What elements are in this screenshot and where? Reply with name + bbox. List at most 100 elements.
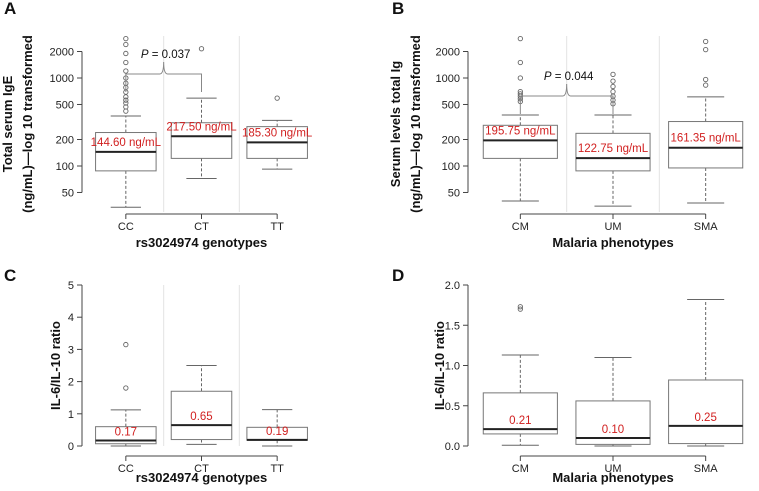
p-value-label: P = 0.044	[544, 71, 594, 83]
outlier-point	[610, 71, 616, 77]
x-axis-label: rs3024974 genotypes	[136, 235, 268, 250]
outlier-point	[517, 59, 523, 66]
median-label: 0.10	[602, 424, 624, 436]
outlier-point	[123, 341, 129, 348]
y-tick-label: 500	[56, 99, 74, 111]
box-cm: 195.75 ng/mL	[482, 35, 558, 202]
outlier-point	[703, 76, 709, 83]
outlier-point	[517, 306, 523, 312]
y-tick-label: 2000	[50, 46, 74, 58]
median-label: 217.50 ng/mL	[166, 121, 237, 133]
outlier-point	[123, 104, 129, 110]
p-symbol: P	[141, 49, 149, 61]
median-label: 0.65	[190, 411, 212, 423]
median-label: 0.25	[694, 412, 716, 424]
x-tick-label: SMA	[694, 463, 719, 475]
median-label: 144.60 ng/mL	[91, 137, 162, 149]
y-axis-label: IL-6/IL-10 ratio	[48, 321, 63, 410]
box-um: 0.10	[575, 356, 651, 447]
outlier-point	[517, 88, 523, 95]
box-rect	[575, 132, 651, 172]
x-tick-label: SMA	[694, 221, 719, 233]
y-tick-label: 1.0	[445, 361, 460, 373]
outlier-point	[123, 35, 129, 42]
box-rect	[95, 426, 157, 445]
box-um: 122.75 ng/mL	[575, 71, 651, 207]
box-tt: 0.19	[246, 409, 308, 447]
median-label: 161.35 ng/mL	[670, 133, 741, 145]
box-sma: 161.35 ng/mL	[668, 38, 744, 204]
outlier-point	[703, 38, 709, 45]
median-label: 0.19	[266, 426, 288, 438]
y-tick-label: 500	[442, 99, 460, 111]
y-tick-label: 4	[68, 312, 74, 324]
median-label: 122.75 ng/mL	[578, 143, 649, 155]
x-tick-label: CT	[194, 221, 209, 233]
box-cm: 0.21	[482, 304, 558, 446]
box-rect	[170, 122, 233, 159]
p-value: = 0.037	[149, 49, 191, 61]
box-sma: 0.25	[668, 298, 744, 447]
box-rect	[482, 124, 558, 159]
bracket-line	[125, 61, 202, 92]
panel-letter: A	[4, 0, 16, 18]
x-tick-label: TT	[270, 221, 284, 233]
y-tick-label: 1.5	[445, 320, 460, 332]
significance-bracket: P = 0.037	[125, 49, 202, 92]
outlier-point	[123, 50, 129, 57]
y-axis-label: IL-6/IL-10 ratio	[432, 321, 447, 410]
p-value-label: P = 0.037	[141, 49, 191, 61]
y-tick-label: 0	[68, 441, 74, 453]
panel-letter: C	[4, 266, 16, 285]
outlier-point	[517, 35, 523, 42]
outlier-point	[610, 88, 616, 95]
outlier-point	[517, 75, 523, 81]
box-cc: 0.17	[95, 341, 157, 447]
y-tick-label: 1000	[436, 73, 460, 85]
y-tick-label: 1	[68, 409, 74, 421]
y-tick-label: 100	[442, 161, 460, 173]
significance-bracket: P = 0.044	[519, 71, 614, 114]
x-tick-label: CM	[512, 221, 529, 233]
y-axis-label: Serum levels total Ig	[388, 61, 403, 187]
y-tick-label: 50	[62, 187, 74, 199]
median-label: 0.17	[115, 427, 137, 439]
outlier-point	[123, 108, 129, 114]
y-tick-label: 1000	[50, 73, 74, 85]
outlier-point	[123, 59, 129, 66]
y-tick-label: 0.0	[445, 441, 460, 453]
median-label: 0.21	[509, 415, 531, 427]
y-tick-label: 0.5	[445, 401, 460, 413]
box-cc: 144.60 ng/mL	[91, 35, 162, 208]
x-axis-label: Malaria phenotypes	[552, 470, 673, 485]
y-tick-label: 2	[68, 377, 74, 389]
outlier-point	[123, 100, 129, 106]
y-tick-label: 5	[68, 280, 74, 292]
outlier-point	[703, 46, 709, 53]
outlier-point	[610, 83, 616, 90]
x-tick-label: CM	[512, 463, 529, 475]
y-tick-label: 2.0	[445, 280, 460, 292]
box-rect	[482, 392, 558, 435]
y-tick-label: 200	[442, 134, 460, 146]
y-axis-label: (ng/mL)—log 10 transformed	[408, 35, 423, 213]
x-tick-label: CC	[118, 463, 134, 475]
outlier-point	[123, 41, 129, 48]
box-ct: 217.50 ng/mL	[166, 46, 237, 180]
box-ct: 0.65	[170, 365, 233, 445]
outlier-point	[198, 46, 205, 52]
x-tick-label: TT	[270, 463, 284, 475]
x-axis-label: Malaria phenotypes	[552, 235, 673, 250]
x-axis-label: rs3024974 genotypes	[136, 470, 268, 485]
box-rect	[668, 379, 744, 445]
x-tick-label: UM	[604, 463, 621, 475]
x-tick-label: CT	[194, 463, 209, 475]
panel-letter: D	[392, 266, 404, 285]
outlier-point	[703, 82, 709, 88]
y-axis-label: Total serum IgE	[0, 75, 15, 172]
panel-letter: B	[392, 0, 404, 18]
y-axis-label: (ng/mL)—log 10 transformed	[20, 35, 35, 213]
